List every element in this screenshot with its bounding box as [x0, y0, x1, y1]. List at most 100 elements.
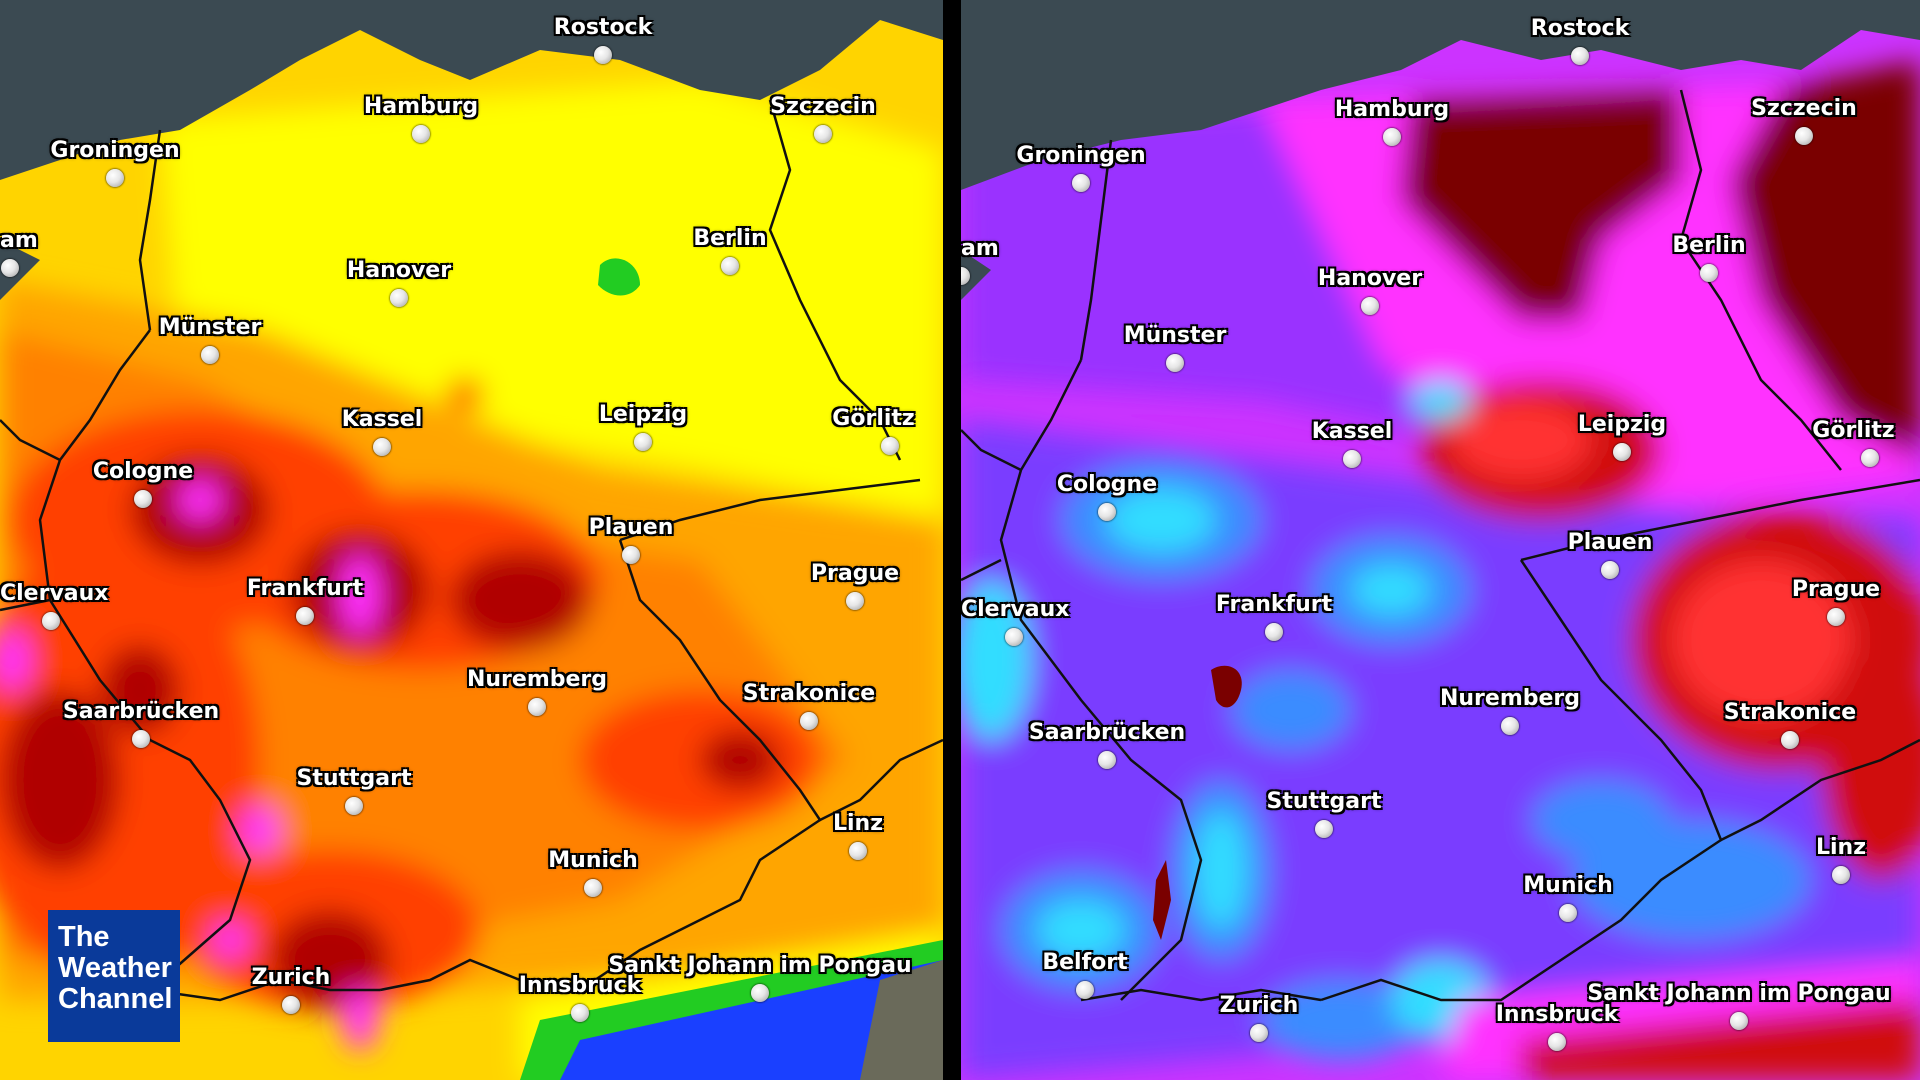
city-label: Nuremberg: [1439, 686, 1581, 711]
city-dot-icon: [881, 437, 899, 455]
city-dot-icon: [1265, 623, 1283, 641]
city-label: Innsbruck: [1495, 1002, 1619, 1027]
city-label: Leipzig: [598, 402, 688, 427]
city-dot-icon: [1861, 449, 1879, 467]
city-dot-icon: [1571, 47, 1589, 65]
city-dot-icon: [721, 257, 739, 275]
panel-divider: [943, 0, 961, 1080]
city-label: Hamburg: [1334, 97, 1450, 122]
city-label: Rostock: [553, 15, 653, 40]
city-label: Szczecin: [1751, 96, 1857, 121]
city-dot-icon: [1781, 731, 1799, 749]
city-dot-icon: [132, 730, 150, 748]
city-dot-icon: [134, 490, 152, 508]
city-label: Belfort: [1042, 950, 1128, 975]
city-label: Berlin: [693, 226, 767, 251]
city-dot-icon: [1795, 127, 1813, 145]
city-label: Hamburg: [363, 94, 479, 119]
city-dot-icon: [1559, 904, 1577, 922]
city-label: Hanover: [1317, 266, 1423, 291]
city-dot-icon: [1072, 174, 1090, 192]
city-dot-icon: [1098, 751, 1116, 769]
green-patch: [598, 258, 640, 296]
city-dot-icon: [412, 125, 430, 143]
heat-field: [961, 60, 1920, 1080]
city-label: Leipzig: [1577, 412, 1667, 437]
city-label: Linz: [832, 811, 884, 836]
city-label: Clervaux: [961, 597, 1070, 622]
city-dot-icon: [528, 698, 546, 716]
city-dot-icon: [1827, 608, 1845, 626]
city-dot-icon: [961, 267, 970, 285]
city-dot-icon: [846, 592, 864, 610]
city-dot-icon: [1730, 1012, 1748, 1030]
city-label: Hanover: [346, 258, 452, 283]
city-dot-icon: [1076, 981, 1094, 999]
city-label: Sankt Johann im Pongau: [1587, 981, 1891, 1006]
city-label: Strakonice: [1723, 700, 1857, 725]
city-dot-icon: [1343, 450, 1361, 468]
city-label: Munich: [1523, 873, 1613, 898]
city-dot-icon: [1, 259, 19, 277]
city-dot-icon: [800, 712, 818, 730]
city-dot-icon: [594, 46, 612, 64]
city-dot-icon: [849, 842, 867, 860]
logo-line: The: [58, 921, 110, 953]
city-label: Clervaux: [0, 581, 109, 606]
city-label: Görlitz: [832, 406, 915, 431]
country-borders: [961, 89, 1920, 1002]
city-label: Sankt Johann im Pongau: [608, 953, 912, 978]
blue-area: [560, 960, 943, 1080]
city-label: Nuremberg: [466, 667, 608, 692]
city-label: Groningen: [1016, 143, 1146, 168]
left-weather-map: [0, 0, 943, 1080]
city-dot-icon: [1250, 1024, 1268, 1042]
city-dot-icon: [1501, 717, 1519, 735]
city-label: Prague: [1791, 577, 1881, 602]
city-dot-icon: [1166, 354, 1184, 372]
country-borders: [0, 99, 943, 1002]
city-dot-icon: [1601, 561, 1619, 579]
city-label: Kassel: [341, 407, 423, 432]
city-label: Saarbrücken: [62, 699, 220, 724]
right-map-panel: Rostock Hamburg Szczecin Groningen am Berlin H…: [961, 0, 1920, 1080]
sea-area: [0, 0, 943, 180]
city-dot-icon: [345, 797, 363, 815]
city-dot-icon: [296, 607, 314, 625]
city-label: Prague: [810, 561, 900, 586]
city-label: Görlitz: [1812, 418, 1895, 443]
city-label: Frankfurt: [246, 576, 364, 601]
city-label: Plauen: [1567, 530, 1653, 555]
left-map-panel: Rostock Hamburg Szczecin Groningen am Berlin H…: [0, 0, 943, 1080]
city-dot-icon: [584, 879, 602, 897]
city-label: Kassel: [1311, 419, 1393, 444]
city-dot-icon: [42, 612, 60, 630]
right-weather-map: [961, 0, 1920, 1080]
city-label: Münster: [158, 315, 262, 340]
city-dot-icon: [622, 546, 640, 564]
city-label: Berlin: [1672, 233, 1746, 258]
city-dot-icon: [1098, 503, 1116, 521]
logo-line: Channel: [58, 983, 173, 1015]
city-label: Frankfurt: [1215, 592, 1333, 617]
city-label: Strakonice: [742, 681, 876, 706]
city-dot-icon: [282, 996, 300, 1014]
weather-channel-logo: The Weather Channel: [48, 910, 180, 1042]
city-dot-icon: [1832, 866, 1850, 884]
city-label: Cologne: [92, 459, 194, 484]
city-label: Stuttgart: [1266, 789, 1382, 814]
sea-area: [961, 0, 1920, 190]
city-label: Szczecin: [770, 94, 876, 119]
city-label: Münster: [1123, 323, 1227, 348]
city-dot-icon: [1315, 820, 1333, 838]
city-label: Zurich: [251, 965, 331, 990]
city-dot-icon: [390, 289, 408, 307]
city-dot-icon: [1700, 264, 1718, 282]
city-dot-icon: [751, 984, 769, 1002]
city-dot-icon: [571, 1004, 589, 1022]
city-dot-icon: [106, 169, 124, 187]
city-label: Linz: [1815, 835, 1867, 860]
city-dot-icon: [1548, 1033, 1566, 1051]
city-label: Cologne: [1056, 472, 1158, 497]
